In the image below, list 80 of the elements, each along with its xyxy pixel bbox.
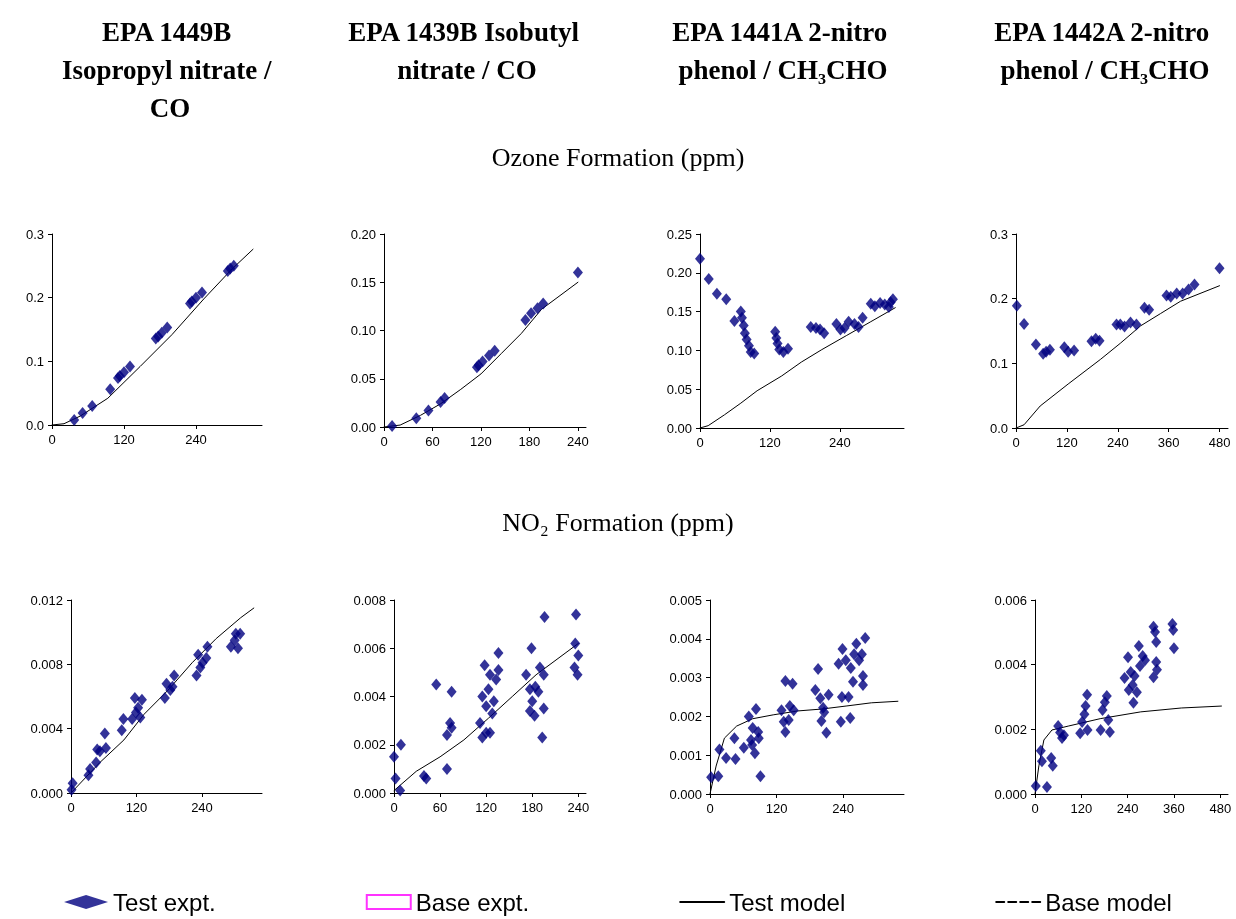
y-tick-label: 0.006: [353, 640, 386, 656]
x-tick-label: 120: [759, 435, 781, 450]
x-tick-label: 240: [185, 432, 207, 447]
x-tick-label: 120: [470, 434, 492, 449]
chart-title: EPA 1439B Isobutyl nitrate / CO: [348, 17, 586, 85]
y-tick-label: 0.004: [30, 721, 63, 737]
x-tick-label: 0: [696, 435, 704, 450]
y-tick-label: 0.004: [994, 657, 1027, 673]
y-tick-label: 0.20: [350, 226, 376, 242]
x-tick-label: 0: [48, 432, 56, 447]
y-tick-label: 0.10: [666, 342, 692, 358]
y-tick-label: 0.008: [30, 656, 63, 672]
legend-label: Base model: [1045, 888, 1172, 916]
x-tick-label: 240: [832, 801, 854, 816]
x-tick-label: 180: [518, 434, 541, 449]
x-tick-label: 0: [1012, 435, 1020, 450]
y-tick-label: 0.004: [353, 689, 386, 704]
y-tick-label: 0.012: [30, 592, 63, 608]
x-tick-label: 0: [706, 801, 714, 816]
y-tick-label: 0.000: [353, 785, 386, 801]
chart-title: EPA 1442A 2-nitro phenol / CH₃CHO: [994, 17, 1216, 85]
x-tick-label: 360: [1163, 801, 1185, 816]
y-tick-label: 0.25: [666, 226, 692, 242]
x-tick-label: 0: [1031, 801, 1039, 816]
x-tick-label: 60: [425, 434, 440, 449]
x-tick-label: 120: [765, 801, 788, 816]
x-tick-label: 360: [1157, 435, 1180, 450]
x-tick-label: 240: [1106, 435, 1129, 450]
x-tick-label: 0: [380, 434, 388, 449]
legend-label: Test model: [729, 888, 846, 916]
x-tick-label: 240: [829, 435, 851, 450]
y-tick-label: 0.05: [350, 371, 376, 387]
y-tick-label: 0.3: [25, 226, 44, 242]
y-tick-label: 0.000: [994, 786, 1027, 802]
y-tick-label: 0.004: [669, 631, 702, 647]
legend-label: Test expt.: [113, 888, 216, 916]
x-tick-label: 180: [521, 800, 544, 815]
x-tick-label: 120: [113, 432, 135, 447]
text: Ozone Formation (ppm): [491, 142, 745, 172]
x-tick-label: 240: [1116, 801, 1139, 816]
y-tick-label: 0.15: [666, 304, 692, 320]
y-tick-label: 0.00: [350, 419, 376, 435]
y-tick-label: 0.2: [989, 291, 1008, 307]
x-tick-label: 0: [67, 800, 75, 815]
x-tick-label: 480: [1209, 801, 1232, 816]
text: NO₂ Formation (ppm): [502, 507, 734, 537]
y-tick-label: 0.0: [989, 420, 1008, 436]
y-tick-label: 0.001: [669, 747, 702, 763]
y-tick-label: 0.002: [669, 708, 702, 724]
y-tick-label: 0.05: [666, 381, 692, 397]
x-tick-label: 120: [1070, 801, 1093, 816]
y-tick-label: 0.20: [666, 265, 692, 281]
x-tick-label: 480: [1208, 435, 1231, 450]
y-tick-label: 0.002: [353, 737, 386, 753]
y-tick-label: 0.10: [350, 323, 376, 338]
y-tick-label: 0.1: [25, 353, 44, 369]
y-tick-label: 0.003: [669, 670, 702, 686]
legend-label: Base expt.: [415, 888, 530, 916]
y-tick-label: 0.000: [669, 786, 702, 802]
y-tick-label: 0.005: [669, 592, 702, 608]
y-tick-label: 0.006: [994, 592, 1027, 608]
y-tick-label: 0.3: [989, 226, 1008, 242]
x-tick-label: 60: [432, 800, 448, 815]
y-tick-label: 0.2: [25, 290, 44, 306]
y-tick-label: 0.0: [25, 417, 44, 433]
x-tick-label: 240: [567, 800, 590, 815]
y-tick-label: 0.1: [989, 355, 1008, 371]
chart-title: EPA 1441A 2-nitro phenol / CH₃CHO: [672, 17, 894, 85]
x-tick-label: 240: [567, 434, 589, 449]
x-tick-label: 120: [475, 800, 498, 815]
y-tick-label: 0.002: [994, 721, 1027, 737]
x-tick-label: 0: [390, 800, 398, 815]
y-tick-label: 0.000: [30, 785, 63, 801]
x-tick-label: 240: [191, 800, 213, 815]
chart-title: EPA 1449B Isopropyl nitrate / CO: [61, 17, 279, 123]
x-tick-label: 120: [1056, 435, 1078, 450]
y-tick-label: 0.008: [353, 592, 386, 608]
x-tick-label: 120: [125, 800, 148, 815]
y-tick-label: 0.00: [666, 420, 692, 436]
y-tick-label: 0.15: [350, 274, 376, 290]
